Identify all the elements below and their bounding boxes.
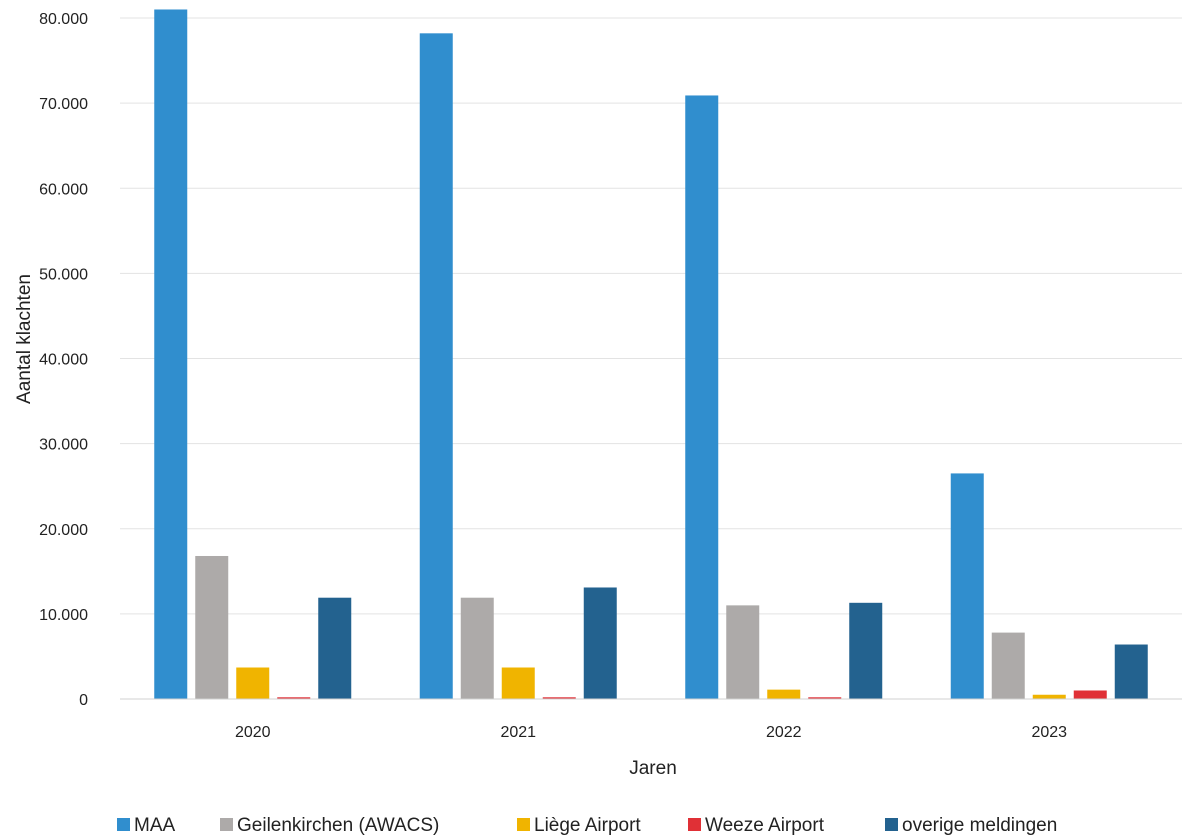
y-axis-title: Aantal klachten	[14, 274, 35, 404]
x-tick-label: 2021	[500, 724, 536, 741]
bar-2023-series-5	[1114, 644, 1148, 699]
bar-2022-series-5	[849, 602, 883, 699]
bar-2021-series-3	[501, 667, 535, 699]
bar-2021-series-1	[419, 33, 453, 699]
bar-2020-series-4	[277, 697, 311, 699]
x-tick-label: 2023	[1031, 724, 1067, 741]
bar-2022-series-1	[685, 95, 719, 700]
bar-2020-series-5	[318, 597, 352, 699]
y-tick-label: 40.000	[39, 352, 88, 369]
bar-2020-series-1	[154, 9, 188, 700]
legend-swatch	[885, 818, 898, 831]
bars	[154, 9, 1148, 700]
legend-label: overige meldingen	[902, 815, 1057, 836]
y-tick-label: 30.000	[39, 437, 88, 454]
bar-2021-series-4	[542, 697, 576, 699]
legend-label: Liège Airport	[534, 815, 641, 836]
x-axis-title: Jaren	[629, 758, 677, 779]
y-tick-label: 50.000	[39, 266, 88, 283]
y-axis-ticks: 0 10.000 20.000 30.000 40.000 50.000 60.000 70.…	[39, 11, 88, 709]
legend-label: Geilenkirchen (AWACS)	[237, 815, 439, 836]
x-tick-label: 2022	[766, 724, 802, 741]
bar-2021-series-5	[583, 587, 617, 699]
y-tick-label: 0	[79, 692, 88, 709]
bar-2023-series-3	[1032, 694, 1066, 699]
bar-2022-series-4	[808, 697, 842, 699]
bar-2020-series-3	[236, 667, 270, 699]
bar-2023-series-2	[991, 632, 1025, 699]
legend: MAA Geilenkirchen (AWACS) Liège Airport Wee…	[117, 815, 1057, 836]
bar-2020-series-2	[195, 555, 229, 699]
bar-2022-series-2	[726, 605, 760, 699]
y-tick-label: 10.000	[39, 607, 88, 624]
legend-swatch	[220, 818, 233, 831]
bar-2023-series-1	[950, 473, 984, 699]
legend-label: Weeze Airport	[705, 815, 825, 836]
y-tick-label: 60.000	[39, 181, 88, 198]
y-tick-label: 20.000	[39, 522, 88, 539]
y-tick-label: 70.000	[39, 96, 88, 113]
legend-swatch	[117, 818, 130, 831]
legend-label: MAA	[134, 815, 176, 836]
bar-2022-series-3	[767, 689, 801, 699]
legend-swatch	[517, 818, 530, 831]
gridlines	[120, 17, 1182, 615]
bar-2023-series-4	[1073, 690, 1107, 699]
x-axis-ticks: 2020 2021 2022 2023	[235, 724, 1067, 741]
y-tick-label: 80.000	[39, 11, 88, 28]
legend-swatch	[688, 818, 701, 831]
x-tick-label: 2020	[235, 724, 271, 741]
bar-2021-series-2	[460, 597, 494, 699]
